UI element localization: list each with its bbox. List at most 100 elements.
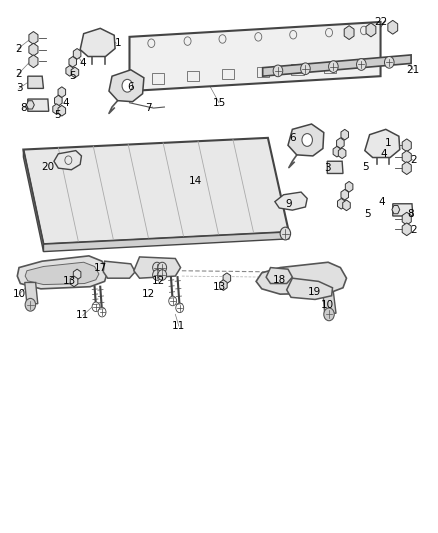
Text: 4: 4 xyxy=(62,98,69,108)
Text: 8: 8 xyxy=(20,103,27,113)
Text: 9: 9 xyxy=(286,199,292,209)
Polygon shape xyxy=(25,282,38,304)
Polygon shape xyxy=(109,70,144,102)
Text: 19: 19 xyxy=(307,287,321,297)
Polygon shape xyxy=(55,95,62,106)
Polygon shape xyxy=(402,162,411,174)
Text: 10: 10 xyxy=(12,289,25,299)
Polygon shape xyxy=(58,87,66,98)
Bar xyxy=(222,69,234,79)
Text: 3: 3 xyxy=(324,163,331,173)
Bar xyxy=(187,71,199,82)
Polygon shape xyxy=(73,49,81,59)
Text: 20: 20 xyxy=(41,161,54,172)
Polygon shape xyxy=(223,273,231,284)
Circle shape xyxy=(176,303,184,313)
Text: 21: 21 xyxy=(406,65,420,75)
Polygon shape xyxy=(26,101,34,109)
Text: 11: 11 xyxy=(172,321,185,331)
Polygon shape xyxy=(392,206,400,214)
Circle shape xyxy=(328,61,338,72)
Polygon shape xyxy=(327,161,343,173)
Text: 3: 3 xyxy=(16,83,22,93)
Bar xyxy=(291,64,304,75)
Circle shape xyxy=(152,262,161,273)
Circle shape xyxy=(152,270,161,280)
Polygon shape xyxy=(365,130,400,158)
Text: 2: 2 xyxy=(15,69,21,79)
Text: 12: 12 xyxy=(152,277,166,286)
Polygon shape xyxy=(256,262,346,294)
Polygon shape xyxy=(388,20,398,34)
Circle shape xyxy=(98,308,106,317)
Text: 8: 8 xyxy=(407,209,413,220)
Polygon shape xyxy=(71,67,79,78)
Text: 17: 17 xyxy=(94,263,107,272)
Polygon shape xyxy=(134,257,180,278)
Bar xyxy=(152,73,164,84)
Circle shape xyxy=(25,298,35,311)
Polygon shape xyxy=(343,200,350,211)
Text: 2: 2 xyxy=(410,155,417,165)
Polygon shape xyxy=(263,55,411,76)
Polygon shape xyxy=(103,261,135,278)
Polygon shape xyxy=(341,130,349,140)
Polygon shape xyxy=(366,23,376,37)
Text: 1: 1 xyxy=(385,138,392,148)
Circle shape xyxy=(302,134,312,147)
Polygon shape xyxy=(43,232,289,252)
Text: 6: 6 xyxy=(127,82,134,92)
Circle shape xyxy=(158,262,166,273)
Polygon shape xyxy=(338,148,346,159)
Circle shape xyxy=(280,227,290,240)
Polygon shape xyxy=(287,278,332,300)
Text: 13: 13 xyxy=(63,277,76,286)
Polygon shape xyxy=(29,31,38,44)
Text: 5: 5 xyxy=(69,71,76,81)
Polygon shape xyxy=(80,28,115,56)
Text: 5: 5 xyxy=(362,161,369,172)
Polygon shape xyxy=(28,99,49,111)
Text: 15: 15 xyxy=(212,98,226,108)
Circle shape xyxy=(169,296,177,306)
Polygon shape xyxy=(70,276,78,287)
Text: 7: 7 xyxy=(145,103,152,113)
Polygon shape xyxy=(336,138,344,149)
Text: 2: 2 xyxy=(15,44,21,53)
Text: 2: 2 xyxy=(410,225,417,236)
Polygon shape xyxy=(345,181,353,192)
Text: 12: 12 xyxy=(141,289,155,299)
Text: 5: 5 xyxy=(364,209,371,220)
Polygon shape xyxy=(17,256,108,289)
Polygon shape xyxy=(323,292,336,313)
Polygon shape xyxy=(23,138,289,244)
Polygon shape xyxy=(393,204,413,216)
Polygon shape xyxy=(402,151,411,164)
Circle shape xyxy=(92,302,100,312)
Text: 13: 13 xyxy=(213,282,226,292)
Polygon shape xyxy=(344,26,354,39)
Circle shape xyxy=(357,59,366,70)
Circle shape xyxy=(300,63,310,75)
Polygon shape xyxy=(275,192,307,210)
Text: 10: 10 xyxy=(321,300,334,310)
Polygon shape xyxy=(402,212,411,225)
Polygon shape xyxy=(73,269,81,280)
Text: 1: 1 xyxy=(115,38,122,48)
Polygon shape xyxy=(219,280,227,290)
Polygon shape xyxy=(288,124,324,156)
Polygon shape xyxy=(266,268,292,284)
Polygon shape xyxy=(53,104,60,115)
Circle shape xyxy=(273,65,283,77)
Text: 14: 14 xyxy=(188,176,201,187)
Polygon shape xyxy=(402,223,411,236)
Text: 22: 22 xyxy=(374,17,387,27)
Polygon shape xyxy=(130,22,381,91)
Text: 4: 4 xyxy=(79,59,86,68)
Circle shape xyxy=(122,79,133,92)
Circle shape xyxy=(385,56,394,68)
Polygon shape xyxy=(337,198,345,209)
Bar xyxy=(324,62,336,73)
Polygon shape xyxy=(29,55,38,68)
Polygon shape xyxy=(69,56,77,67)
